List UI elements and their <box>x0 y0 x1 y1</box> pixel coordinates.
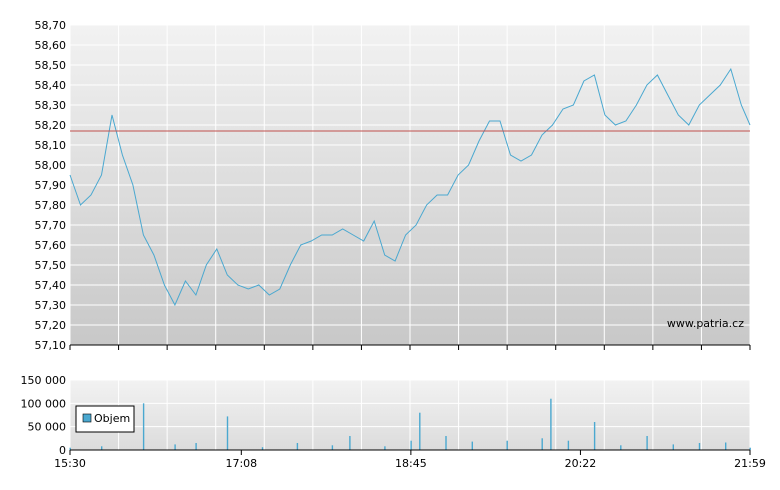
volume-legend: Objem <box>75 405 135 433</box>
price-x-ticks <box>69 345 751 350</box>
price-y-tick-label: 58,70 <box>35 19 67 32</box>
volume-y-tick-label: 150 000 <box>21 374 67 387</box>
volume-bar <box>725 442 727 450</box>
price-grid <box>69 24 751 346</box>
volume-bar <box>471 441 473 450</box>
x-tick-label: 18:45 <box>395 457 427 470</box>
volume-bar <box>142 403 145 450</box>
price-y-tick-label: 57,60 <box>35 239 67 252</box>
volume-x-ticks: 15:30 17:08 18:45 20:22 21:59 <box>54 450 766 470</box>
volume-bar <box>349 436 351 450</box>
price-y-tick-label: 57,90 <box>35 179 67 192</box>
price-y-tick-label: 58,20 <box>35 119 67 132</box>
x-tick-label: 20:22 <box>565 457 597 470</box>
price-panel: 58,70 58,60 58,50 58,40 58,30 58,20 58,10 58,00… <box>35 19 751 352</box>
price-y-tick-label: 58,10 <box>35 139 67 152</box>
price-y-tick-label: 58,00 <box>35 159 67 172</box>
volume-bar <box>410 440 412 450</box>
volume-y-tick-label: 100 000 <box>21 397 67 410</box>
price-y-tick-label: 58,50 <box>35 59 67 72</box>
volume-bar <box>620 445 622 450</box>
volume-bar <box>195 443 197 450</box>
volume-bar <box>550 398 552 450</box>
volume-bar <box>672 444 674 450</box>
volume-bar <box>698 443 701 450</box>
volume-bar <box>296 443 299 450</box>
x-tick-label: 17:08 <box>225 457 257 470</box>
volume-bars <box>69 398 751 450</box>
volume-y-tick-label: 50 000 <box>28 421 67 434</box>
volume-bar <box>567 440 570 450</box>
x-tick-label: 21:59 <box>734 457 766 470</box>
volume-bar <box>384 446 386 450</box>
volume-bar <box>174 444 176 450</box>
price-y-tick-label: 57,20 <box>35 319 67 332</box>
volume-bar <box>261 447 264 450</box>
volume-panel: 150 000 100 000 50 000 0 15:30 17:08 18:45 20:… <box>21 374 766 470</box>
price-line <box>69 67 751 307</box>
price-y-tick-label: 57,40 <box>35 279 67 292</box>
volume-bar <box>646 436 648 450</box>
volume-bar <box>69 447 71 450</box>
legend-label: Objem <box>94 412 130 425</box>
price-y-tick-label: 58,60 <box>35 39 67 52</box>
volume-bar <box>331 445 334 450</box>
volume-bar <box>506 440 508 450</box>
volume-y-tick-label: 0 <box>59 444 66 457</box>
volume-bar <box>749 447 751 450</box>
volume-bar <box>445 436 447 450</box>
volume-bar <box>419 412 421 450</box>
price-y-tick-label: 57,80 <box>35 199 67 212</box>
price-y-tick-label: 57,70 <box>35 219 67 232</box>
price-y-tick-label: 57,10 <box>35 339 67 352</box>
price-y-tick-label: 58,30 <box>35 99 67 112</box>
legend-swatch <box>82 413 92 423</box>
price-y-axis: 58,70 58,60 58,50 58,40 58,30 58,20 58,10 58,00… <box>35 19 67 352</box>
price-y-tick-label: 57,50 <box>35 259 67 272</box>
price-y-tick-label: 57,30 <box>35 299 67 312</box>
x-tick-label: 15:30 <box>54 457 86 470</box>
volume-bar <box>101 446 103 450</box>
watermark: www.patria.cz <box>667 317 744 330</box>
volume-y-axis: 150 000 100 000 50 000 0 <box>21 374 67 457</box>
volume-bar <box>541 438 543 450</box>
price-y-tick-label: 58,40 <box>35 79 67 92</box>
volume-bar <box>593 422 596 450</box>
volume-bar <box>226 416 229 450</box>
